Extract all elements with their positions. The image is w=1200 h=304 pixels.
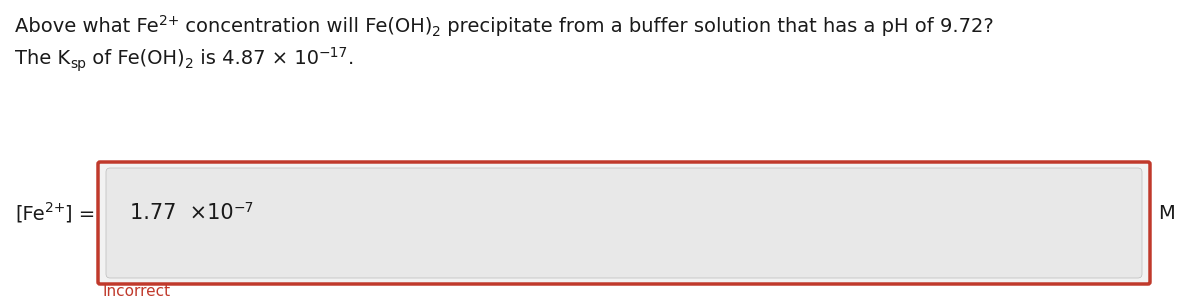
Text: [Fe: [Fe: [14, 204, 44, 223]
Text: −7: −7: [234, 201, 254, 215]
Text: sp: sp: [70, 57, 86, 71]
Text: of Fe(OH): of Fe(OH): [86, 49, 185, 68]
Text: The K: The K: [14, 49, 70, 68]
Text: 2+: 2+: [44, 201, 65, 215]
FancyBboxPatch shape: [98, 162, 1150, 284]
Text: 2+: 2+: [158, 14, 179, 28]
Text: Above what Fe: Above what Fe: [14, 17, 158, 36]
Text: Incorrect: Incorrect: [102, 284, 170, 299]
Text: 2: 2: [432, 25, 442, 39]
Text: 2: 2: [185, 57, 193, 71]
FancyBboxPatch shape: [106, 168, 1142, 278]
Text: M: M: [1158, 204, 1175, 223]
Text: concentration will Fe(OH): concentration will Fe(OH): [179, 17, 432, 36]
Text: ] =: ] =: [65, 204, 95, 223]
Text: precipitate from a buffer solution that has a pH of 9.72?: precipitate from a buffer solution that …: [442, 17, 994, 36]
Text: −17: −17: [318, 46, 348, 60]
Text: .: .: [348, 49, 354, 68]
Text: is 4.87 × 10: is 4.87 × 10: [193, 49, 318, 68]
Text: 1.77  ×10: 1.77 ×10: [130, 203, 234, 223]
